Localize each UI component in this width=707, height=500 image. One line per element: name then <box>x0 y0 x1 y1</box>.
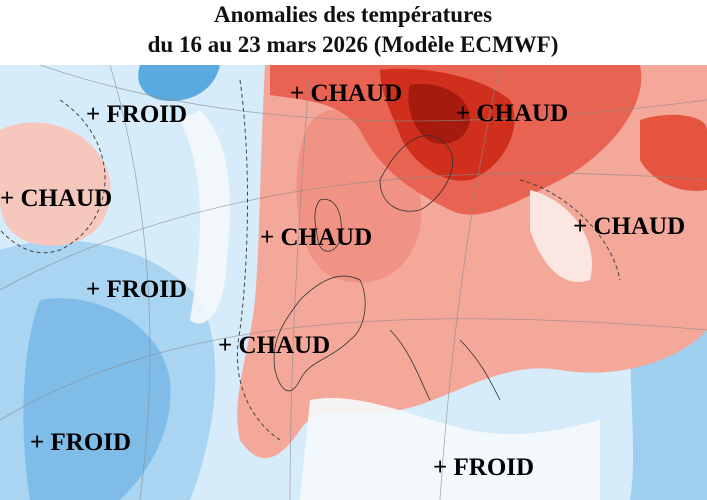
title-line: Anomalies des températures <box>214 2 492 27</box>
coastline <box>379 135 453 212</box>
coastline <box>273 275 366 392</box>
anomaly-label: + CHAUD <box>456 100 568 127</box>
anomaly-label: + CHAUD <box>260 224 372 251</box>
anomaly-label: + FROID <box>433 454 534 481</box>
coastline <box>389 329 501 401</box>
anomaly-label: + FROID <box>86 276 187 303</box>
coastline <box>314 198 342 252</box>
graticule <box>109 65 151 500</box>
graticule <box>439 65 501 500</box>
graticule <box>0 318 707 421</box>
hot-area <box>408 84 470 144</box>
graticule <box>289 65 311 500</box>
anomaly-contour <box>519 179 621 281</box>
map <box>0 65 707 500</box>
anomaly-label: + CHAUD <box>573 213 685 240</box>
anomaly-label: + FROID <box>30 429 131 456</box>
neutral-area <box>180 110 230 324</box>
title-line: du 16 au 23 mars 2026 (Modèle ECMWF) <box>148 32 559 57</box>
warm-area <box>0 122 111 246</box>
cold-area <box>138 65 220 101</box>
anomaly-label: + CHAUD <box>0 185 112 212</box>
hot-area <box>640 114 707 191</box>
neutral-area <box>300 397 600 500</box>
anomaly-contour <box>0 99 106 254</box>
anomaly-label: + CHAUD <box>218 332 330 359</box>
neutral-area <box>530 190 592 282</box>
label-layer: + CHAUD + FROID + CHAUD + CHAUD + CHAUD + CHA… <box>0 80 685 481</box>
cold-area <box>23 298 171 500</box>
anomaly-label: + CHAUD <box>290 80 402 107</box>
graticule <box>0 172 707 291</box>
graticule <box>39 65 707 122</box>
anomaly-label: + FROID <box>86 101 187 128</box>
